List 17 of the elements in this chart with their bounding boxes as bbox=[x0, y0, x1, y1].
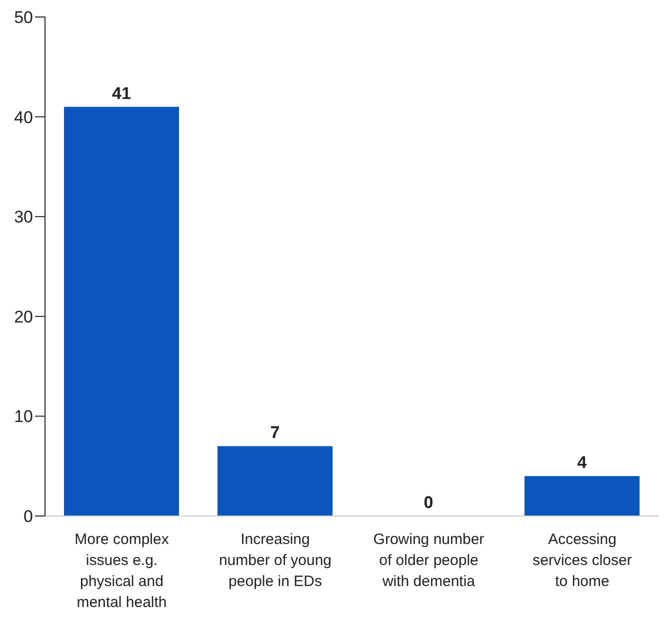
bar bbox=[218, 446, 332, 516]
data-label: 0 bbox=[424, 493, 434, 512]
y-tick-label: 10 bbox=[14, 407, 33, 426]
bar bbox=[64, 106, 179, 516]
x-tick-label: Increasing number of young people in EDs bbox=[218, 531, 332, 590]
data-label: 7 bbox=[270, 423, 280, 442]
data-label: 4 bbox=[577, 453, 588, 472]
y-tick-label: 40 bbox=[14, 108, 33, 127]
x-tick-label: Growing number of older people with dementia bbox=[373, 531, 484, 590]
data-label: 41 bbox=[112, 84, 131, 103]
y-tick-label: 20 bbox=[14, 307, 33, 326]
bar bbox=[524, 476, 640, 516]
x-tick-label: Accessing services closer to home bbox=[532, 531, 632, 590]
y-tick-label: 30 bbox=[14, 208, 33, 227]
x-tick-label: More complex issues e.g. physical and mental health bbox=[74, 531, 170, 611]
y-tick-label: 50 bbox=[14, 8, 33, 28]
y-tick-label: 0 bbox=[24, 507, 33, 526]
